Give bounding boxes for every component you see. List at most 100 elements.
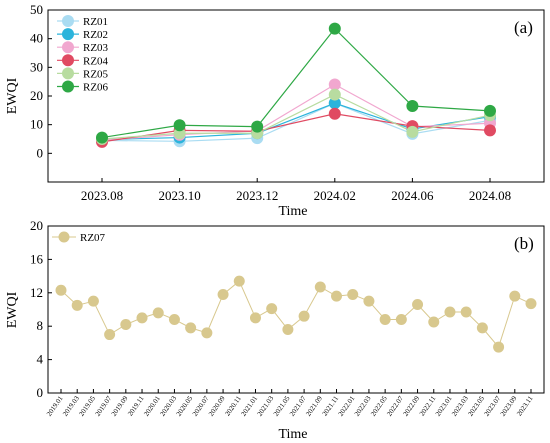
x-tick-label: 2024.02 [314, 188, 356, 203]
data-point-rz07 [331, 290, 343, 302]
x-tick-label: 2024.06 [391, 188, 434, 203]
panel-b-series-points [55, 275, 537, 353]
series-line-rz07 [60, 280, 532, 349]
y-tick-label: 0 [37, 145, 44, 160]
data-point-rz05 [328, 88, 341, 101]
data-point-rz07 [168, 314, 180, 326]
legend-label-rz03: RZ03 [83, 42, 109, 54]
data-point-rz07 [104, 329, 116, 341]
data-point-rz07 [509, 290, 521, 302]
y-tick-label: 30 [30, 59, 43, 74]
y-tick-label: 8 [37, 318, 44, 333]
legend-label-rz07: RZ07 [80, 232, 106, 244]
data-point-rz07 [217, 288, 229, 300]
data-point-rz06 [328, 22, 341, 35]
data-point-rz05 [406, 125, 419, 138]
data-point-rz04 [328, 107, 341, 120]
data-point-rz07 [493, 341, 505, 353]
panel-a-label: (a) [514, 18, 533, 37]
panel-b-plot-frame [47, 225, 545, 394]
data-point-rz07 [249, 312, 261, 324]
panel-b-label: (b) [514, 234, 534, 253]
data-point-rz04 [484, 124, 496, 137]
y-tick-label: 16 [30, 251, 44, 266]
data-point-rz07 [347, 288, 359, 300]
x-tick-label: 2023.08 [81, 188, 123, 203]
panel-a-plot-frame [47, 9, 545, 183]
panel-b-x-axis-title: Time [278, 427, 307, 442]
data-point-rz07 [201, 327, 213, 339]
panel-a-series-points [96, 22, 496, 148]
data-point-rz07 [282, 324, 294, 336]
data-point-rz07 [152, 307, 164, 319]
data-point-rz07 [460, 306, 472, 318]
data-point-rz07 [71, 299, 83, 311]
data-point-rz07 [379, 314, 391, 326]
series-line-rz01 [101, 102, 491, 142]
legend-label-rz05: RZ05 [83, 68, 109, 80]
data-point-rz07 [136, 312, 148, 324]
data-point-rz07 [428, 316, 440, 328]
data-point-rz06 [251, 120, 264, 133]
data-point-rz07 [55, 284, 67, 296]
data-point-rz07 [185, 322, 197, 334]
y-tick-label: 40 [30, 31, 43, 46]
data-point-rz07 [233, 275, 245, 287]
y-tick-label: 0 [37, 385, 44, 400]
series-line-rz04 [101, 113, 491, 143]
panel-a-y-axis-title: EWQI [5, 77, 20, 114]
data-point-rz02 [328, 97, 341, 110]
legend-marker-rz02 [62, 28, 74, 41]
panel-a-x-axis: 2023.08 2023.10 2023.12 2024.02 2024.06 2024.… [81, 178, 511, 203]
panel-b-y-axis: 0 4 8 12 16 20 [30, 218, 52, 400]
data-point-rz07 [525, 298, 537, 310]
x-tick-label: 2023.12 [236, 188, 278, 203]
legend-marker-rz03 [62, 41, 74, 54]
legend-label-rz02: RZ02 [83, 29, 108, 41]
legend-marker-rz04 [62, 54, 74, 67]
legend-label-rz04: RZ04 [83, 55, 109, 67]
panel-b-series-lines [60, 280, 532, 349]
panel-a-series-lines [101, 27, 491, 143]
data-point-rz06 [173, 119, 186, 132]
y-tick-label: 50 [30, 2, 43, 17]
panel-a-y-axis: 0 10 20 30 40 50 [30, 2, 52, 160]
data-point-rz07 [444, 306, 456, 318]
data-point-rz07 [120, 319, 132, 331]
y-tick-label: 12 [30, 285, 43, 300]
panel-a: 0 10 20 30 40 50 2023.08 2023.10 2023.12 2024.02… [5, 2, 545, 219]
data-point-rz03 [328, 78, 341, 91]
y-tick-label: 4 [37, 352, 44, 367]
legend-marker-rz06 [62, 80, 74, 93]
legend-marker-rz05 [62, 67, 74, 80]
data-point-rz07 [476, 322, 488, 334]
panel-a-x-axis-title: Time [278, 204, 307, 219]
legend-marker-rz07 [58, 231, 70, 243]
data-point-rz07 [87, 295, 99, 307]
panel-b-legend: RZ07 [52, 231, 106, 244]
x-tick-label: 2023.11 [515, 394, 535, 417]
panel-b-y-axis-title: EWQI [5, 291, 20, 328]
x-tick-label: 2024.08 [469, 188, 511, 203]
legend-label-rz01: RZ01 [83, 16, 108, 28]
legend-marker-rz01 [62, 15, 74, 27]
data-point-rz06 [96, 131, 108, 144]
series-line-rz05 [101, 93, 491, 140]
data-point-rz07 [298, 310, 310, 322]
legend-label-rz06: RZ06 [83, 82, 109, 94]
data-point-rz07 [395, 314, 407, 326]
data-point-rz07 [412, 298, 424, 310]
x-tick-label: 2023.10 [158, 188, 200, 203]
y-tick-label: 20 [30, 218, 43, 233]
y-tick-label: 10 [30, 117, 43, 132]
series-line-rz03 [101, 83, 491, 141]
data-point-rz07 [266, 303, 278, 315]
data-point-rz06 [406, 100, 419, 113]
data-point-rz07 [363, 295, 375, 307]
data-point-rz06 [484, 104, 496, 117]
data-point-rz07 [314, 281, 326, 293]
series-line-rz06 [101, 27, 491, 139]
